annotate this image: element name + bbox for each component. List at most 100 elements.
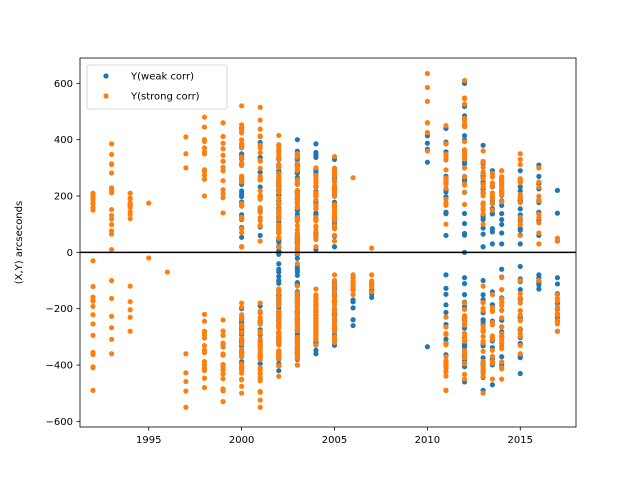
data-point (499, 299, 505, 306)
data-point (257, 117, 263, 123)
data-point (331, 232, 338, 239)
data-point (276, 164, 282, 170)
data-point (517, 168, 523, 174)
data-point (183, 165, 189, 171)
data-point (257, 370, 263, 377)
data-point (276, 373, 282, 379)
data-point (239, 127, 245, 133)
data-point (369, 245, 375, 251)
data-point (294, 362, 300, 368)
data-point (443, 209, 449, 215)
data-point (220, 317, 226, 323)
data-point (239, 244, 245, 250)
data-point (276, 318, 282, 324)
data-point (313, 141, 319, 147)
data-point (480, 221, 486, 227)
data-point (294, 164, 300, 170)
data-point (294, 290, 300, 296)
data-point (257, 157, 263, 163)
data-point (220, 399, 226, 405)
data-point (443, 232, 449, 239)
data-point (257, 357, 263, 363)
data-point (257, 222, 263, 228)
data-point (554, 275, 561, 281)
data-point (146, 200, 152, 206)
data-point (127, 201, 133, 207)
data-point (536, 179, 542, 185)
data-point (257, 184, 263, 190)
data-point (499, 365, 505, 371)
data-point (517, 232, 523, 239)
data-point (313, 320, 319, 326)
data-point (108, 336, 115, 342)
data-point (108, 277, 115, 284)
data-point (331, 293, 338, 299)
data-point (536, 165, 542, 171)
data-point (220, 164, 226, 170)
data-point (461, 351, 468, 357)
data-point (554, 305, 561, 312)
data-point (108, 222, 115, 228)
data-point (350, 322, 356, 329)
data-point (536, 198, 542, 204)
data-point (239, 202, 245, 208)
data-point (239, 234, 245, 240)
data-point (220, 178, 226, 184)
data-point (183, 351, 189, 357)
data-point (108, 313, 115, 319)
data-point (350, 287, 356, 293)
data-point (499, 307, 505, 313)
data-point (489, 382, 496, 388)
data-point (517, 180, 523, 186)
data-point (90, 190, 96, 196)
data-point (276, 368, 282, 374)
data-point (499, 359, 505, 365)
data-point (294, 160, 300, 166)
data-point (461, 335, 468, 341)
data-point (517, 214, 523, 221)
data-point (499, 221, 505, 228)
data-point (108, 212, 115, 218)
data-point (443, 196, 449, 203)
data-point (257, 360, 263, 367)
data-point (313, 244, 319, 250)
data-point (443, 342, 449, 348)
data-point (517, 241, 523, 247)
data-point (257, 397, 263, 403)
data-point (239, 340, 245, 347)
x-tick-label: 1995 (136, 435, 161, 446)
data-point (517, 263, 523, 270)
data-point (90, 297, 96, 304)
data-point (424, 344, 430, 350)
data-point (164, 269, 170, 275)
data-point (257, 343, 263, 349)
data-point (461, 156, 468, 162)
data-point (239, 376, 245, 382)
y-tick-label: 200 (54, 192, 73, 203)
data-point (276, 201, 282, 208)
data-point (313, 223, 319, 229)
data-point (331, 328, 338, 334)
data-point (480, 348, 486, 354)
data-point (313, 308, 319, 314)
data-point (108, 351, 115, 357)
data-point (489, 241, 496, 247)
data-point (257, 310, 263, 316)
data-point (517, 295, 523, 302)
data-point (239, 140, 245, 147)
data-point (276, 341, 282, 347)
data-point (331, 202, 338, 208)
data-point (201, 136, 208, 143)
data-point (294, 349, 300, 356)
data-point (331, 339, 338, 346)
data-point (220, 187, 226, 193)
data-point (461, 147, 468, 153)
legend-box (86, 64, 228, 110)
data-point (369, 289, 375, 295)
data-point (331, 216, 338, 222)
data-point (313, 202, 319, 208)
data-point (480, 142, 486, 148)
data-point (424, 130, 430, 136)
data-point (220, 210, 226, 216)
data-point (257, 165, 263, 171)
